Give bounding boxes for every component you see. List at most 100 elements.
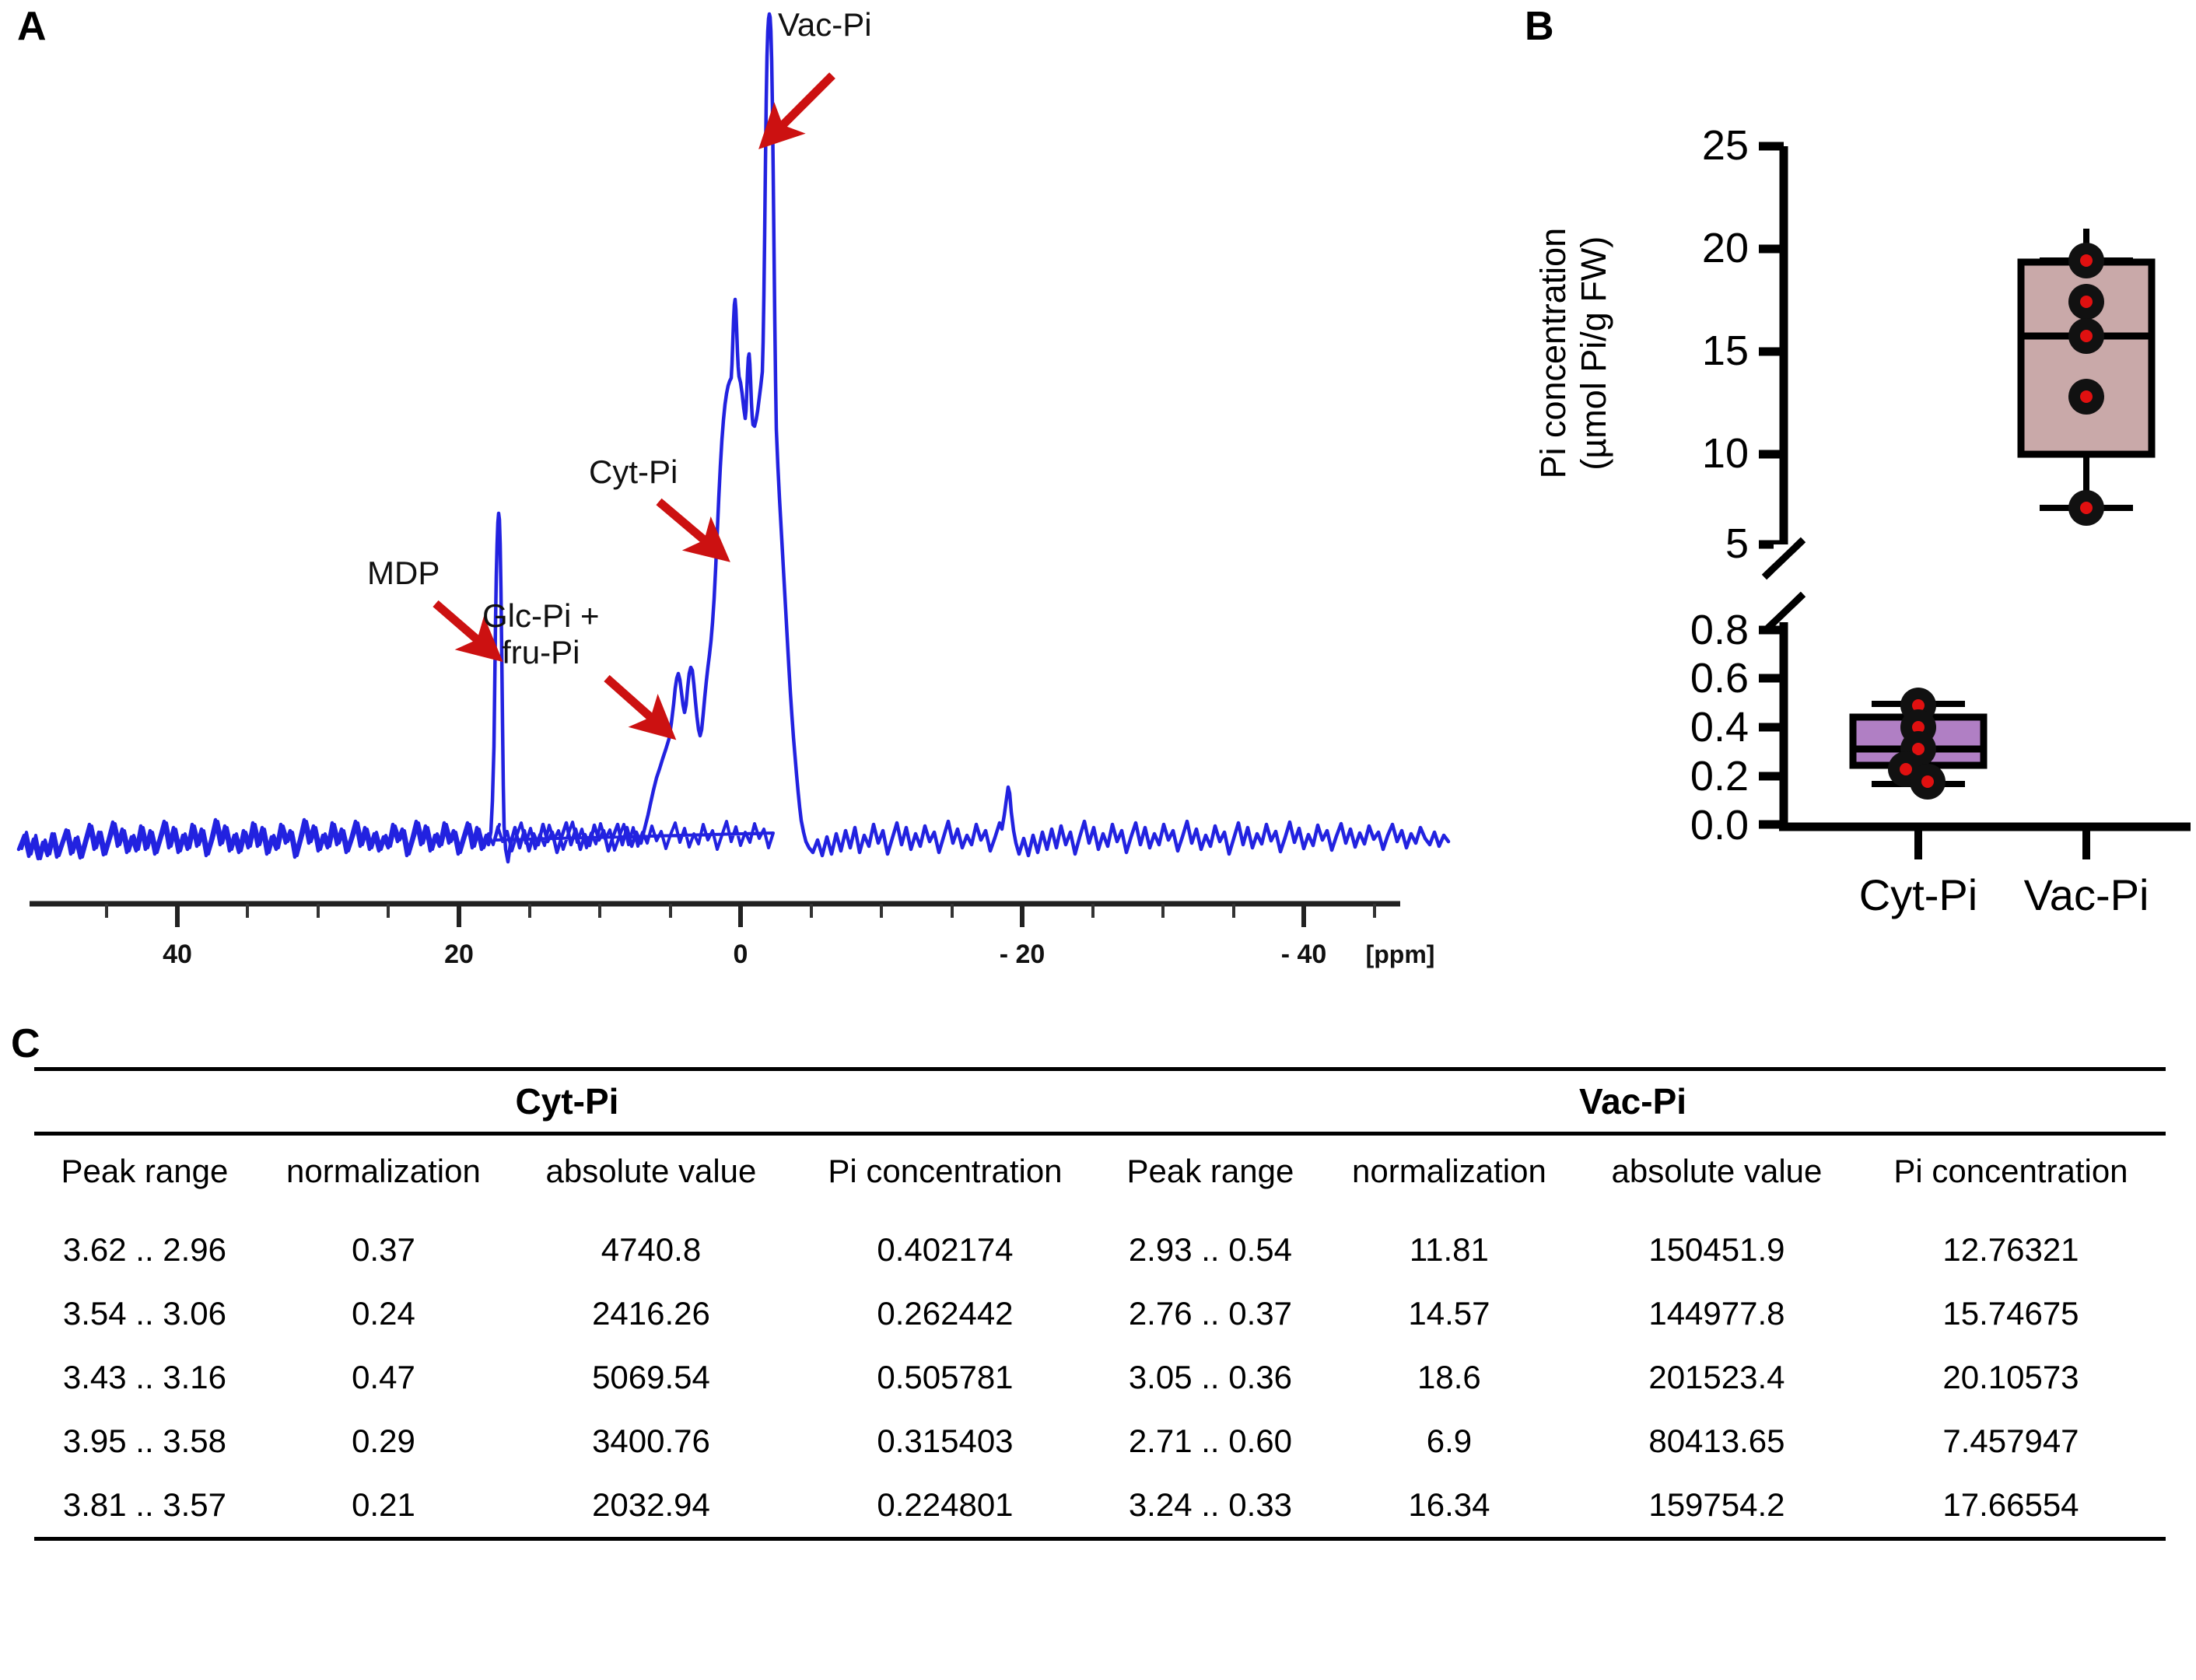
cell: 3.81 .. 3.57: [34, 1473, 255, 1541]
cell: 2416.26: [592, 1295, 710, 1332]
nmr-xtick-label-0: 40: [163, 940, 192, 969]
cell: 3400.76: [592, 1423, 710, 1459]
nmr-axis-minor-ticks: [105, 904, 1376, 918]
table-row: 3.43 .. 3.16 0.47 5069.54 0.505781 3.05 …: [34, 1346, 2166, 1409]
cell: 20.10573: [1942, 1359, 2079, 1395]
cell: 5069.54: [592, 1359, 710, 1395]
col-header-absolute-value-vac: absolute value: [1611, 1153, 1823, 1189]
cell: 3.54 .. 3.06: [62, 1295, 227, 1332]
cell: 0.402174: [877, 1231, 1014, 1268]
table-row: 3.95 .. 3.58 0.29 3400.76 0.315403 2.71 …: [34, 1409, 2166, 1473]
col-header-absolute-value-cyt: absolute value: [545, 1153, 757, 1189]
boxplot-ytick-20: 20: [1702, 225, 1749, 271]
cell: 7.457947: [1942, 1423, 2079, 1459]
cell: 14.57: [1408, 1295, 1490, 1332]
boxplot-ytick-10: 10: [1702, 430, 1749, 477]
cell: 0.47: [352, 1359, 415, 1395]
col-header-peak-range-cyt: Peak range: [61, 1153, 229, 1189]
cell: 3.43 .. 3.16: [62, 1359, 227, 1395]
pi-quantification-table: Cyt-Pi Vac-Pi Peak range normalization a…: [34, 1067, 2166, 1541]
col-header-normalization-cyt: normalization: [286, 1153, 481, 1189]
nmr-xtick-label-1: 20: [444, 940, 474, 969]
panel-c-table: Cyt-Pi Vac-Pi Peak range normalization a…: [0, 1003, 2196, 1680]
box-cyt-pi: [1849, 688, 1988, 800]
arrow-cyt-pi: [656, 498, 730, 562]
nmr-xtick-label-4: - 40: [1281, 940, 1327, 969]
boxplot-ytick-5: 5: [1725, 520, 1749, 567]
cell: 18.6: [1417, 1359, 1481, 1395]
boxplot-chart: 25 20 15 10 5 0.8 0.6 0.4 0.2 0.0: [1690, 122, 2191, 919]
col-header-pi-concentration-vac: Pi concentration: [1893, 1153, 2128, 1189]
arrow-mdp: [433, 600, 503, 663]
annotation-label-cyt-pi: Cyt-Pi: [589, 453, 678, 490]
nmr-spectrum-plot: 40 20 0 - 20 - 40 [ppm]: [16, 12, 1451, 969]
cell: 0.21: [254, 1473, 512, 1541]
cell: 150451.9: [1648, 1231, 1785, 1268]
cell: 6.9: [1426, 1423, 1473, 1459]
boxplot-ytick-15: 15: [1702, 327, 1749, 374]
col-header-normalization-vac: normalization: [1352, 1153, 1546, 1189]
nmr-axis-unit-label: [ppm]: [1366, 940, 1435, 968]
panel-label-b: B: [1525, 4, 1554, 49]
boxplot-ytick-25: 25: [1702, 122, 1749, 169]
arrow-glc-fru-pi: [604, 674, 677, 740]
boxplot-ytick-0-6: 0.6: [1690, 655, 1749, 702]
arrow-vac-pi: [758, 72, 835, 149]
cell: 3.05 .. 0.36: [1128, 1359, 1292, 1395]
boxplot-xtick-label-cyt-pi: Cyt-Pi: [1859, 870, 1977, 919]
axis-break-icon-2: [1761, 537, 1806, 635]
nmr-trace-detail: [16, 12, 1451, 864]
nmr-axis-major-ticks: [175, 904, 1306, 927]
boxplot-ytick-0-2: 0.2: [1690, 753, 1749, 800]
table-row: 3.81 .. 3.57 0.21 2032.94 0.224801 3.24 …: [34, 1473, 2166, 1541]
cell: 3.95 .. 3.58: [62, 1423, 227, 1459]
cell: 0.262442: [877, 1295, 1014, 1332]
panel-a-nmr-spectrum: 40 20 0 - 20 - 40 [ppm] Vac-Pi Cyt-Pi MD…: [0, 0, 1478, 988]
table-group-header-row: Cyt-Pi Vac-Pi: [34, 1067, 2166, 1136]
col-header-pi-concentration-cyt: Pi concentration: [828, 1153, 1063, 1189]
cell: 3.62 .. 2.96: [62, 1231, 227, 1268]
cell: 2.71 .. 0.60: [1128, 1423, 1292, 1459]
cell: 0.224801: [790, 1473, 1100, 1541]
col-header-peak-range-vac: Peak range: [1126, 1153, 1294, 1189]
box-vac-pi: [2017, 229, 2156, 526]
annotation-label-glc-fru-pi: Glc-Pi + fru-Pi: [482, 597, 600, 671]
cell: 0.29: [352, 1423, 415, 1459]
cell: 0.315403: [877, 1423, 1014, 1459]
cell: 15.74675: [1942, 1295, 2079, 1332]
panel-label-a: A: [17, 4, 47, 49]
boxplot-ytick-0-8: 0.8: [1690, 607, 1749, 653]
cell: 4740.8: [601, 1231, 702, 1268]
panel-label-c: C: [11, 1021, 40, 1066]
boxplot-ytick-0-0: 0.0: [1690, 802, 1749, 849]
cell: 12.76321: [1942, 1231, 2079, 1268]
annotation-label-vac-pi: Vac-Pi: [778, 6, 872, 43]
table-row: 3.62 .. 2.96 0.37 4740.8 0.402174 2.93 .…: [34, 1207, 2166, 1282]
cell: 144977.8: [1648, 1295, 1785, 1332]
cell: 17.66554: [1855, 1473, 2166, 1541]
boxplot-xtick-label-vac-pi: Vac-Pi: [2024, 870, 2149, 919]
cell: 2.93 .. 0.54: [1128, 1231, 1292, 1268]
cell: 0.505781: [877, 1359, 1014, 1395]
cell: 11.81: [1409, 1231, 1489, 1268]
cell: 3.24 .. 0.33: [1099, 1473, 1321, 1541]
table-row: 3.54 .. 3.06 0.24 2416.26 0.262442 2.76 …: [34, 1282, 2166, 1346]
table-group-vac-pi: Vac-Pi: [1099, 1067, 2166, 1136]
cell: 2032.94: [512, 1473, 790, 1541]
cell: 2.76 .. 0.37: [1128, 1295, 1292, 1332]
nmr-xtick-label-2: 0: [734, 940, 748, 969]
nmr-xtick-label-3: - 20: [1000, 940, 1045, 969]
cell: 159754.2: [1577, 1473, 1856, 1541]
table-group-cyt-pi: Cyt-Pi: [34, 1067, 1100, 1136]
cell: 16.34: [1320, 1473, 1578, 1541]
panel-b-boxplot: Pi concentration (µmol Pi/g FW) 25 20 15…: [1517, 0, 2196, 988]
data-points-vac-pi: [2068, 243, 2104, 526]
boxplot-x-ticks: [1914, 827, 2090, 859]
boxplot-ytick-0-4: 0.4: [1690, 704, 1749, 751]
data-points-cyt-pi: [1888, 688, 1946, 800]
annotation-label-mdp: MDP: [367, 555, 440, 591]
cell: 0.37: [352, 1231, 415, 1268]
table-column-header-row: Peak range normalization absolute value …: [34, 1134, 2166, 1208]
cell: 80413.65: [1648, 1423, 1785, 1459]
cell: 0.24: [352, 1295, 415, 1332]
